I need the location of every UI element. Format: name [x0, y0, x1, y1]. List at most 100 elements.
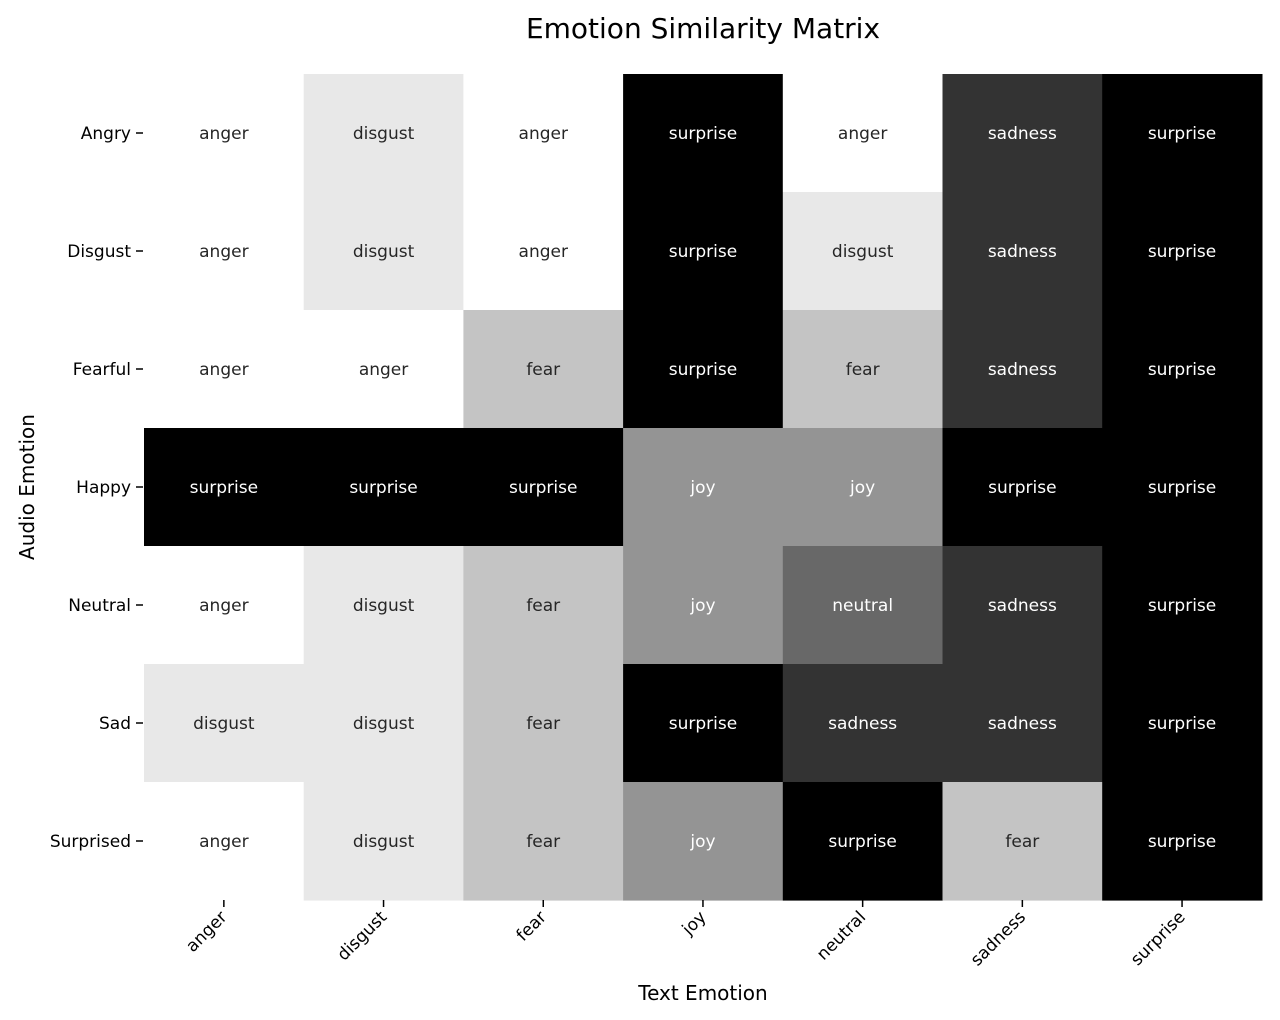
cell-label: surprise	[190, 478, 258, 498]
y-tick-label: Sad	[99, 714, 131, 734]
cell-label: surprise	[1148, 124, 1216, 144]
cell-label: sadness	[988, 242, 1057, 262]
heatmap-cell	[942, 782, 1103, 901]
heatmap-cell	[463, 546, 624, 665]
x-tick-label: surprise	[1127, 907, 1190, 970]
cell-label: surprise	[349, 478, 417, 498]
heatmap-cell	[144, 74, 305, 193]
heatmap-cell	[623, 192, 784, 311]
heatmap-cell	[782, 192, 944, 311]
cell-label: anger	[838, 124, 887, 144]
chart-title: Emotion Similarity Matrix	[526, 12, 880, 45]
cell-label: sadness	[828, 714, 897, 734]
cell-label: anger	[199, 360, 248, 380]
cell-label: surprise	[1148, 596, 1216, 616]
cell-label: anger	[519, 124, 568, 144]
cell-label: surprise	[1148, 478, 1216, 498]
cell-label: fear	[846, 360, 880, 380]
cell-label: fear	[526, 832, 560, 852]
heatmap-cell	[782, 664, 944, 783]
heatmap-cell	[623, 310, 784, 429]
cell-label: joy	[689, 478, 715, 498]
heatmap-cell	[463, 664, 624, 783]
x-tick-label: neutral	[813, 907, 870, 964]
y-tick-label: Fearful	[73, 360, 131, 380]
heatmap-cell	[303, 428, 464, 547]
heatmap-cell	[144, 428, 305, 547]
heatmap-cell	[1102, 310, 1263, 429]
heatmap-cell	[782, 310, 944, 429]
cell-label: disgust	[832, 242, 894, 262]
heatmap-cell	[942, 192, 1103, 311]
y-tick-label: Disgust	[67, 242, 131, 262]
heatmap-cell	[144, 546, 305, 665]
cell-label: surprise	[828, 832, 896, 852]
x-tick-label: anger	[182, 907, 231, 956]
heatmap-cell	[463, 74, 624, 193]
heatmap-cell	[303, 192, 464, 311]
cell-label: fear	[526, 360, 560, 380]
cell-label: surprise	[1148, 360, 1216, 380]
heatmap-cell	[144, 664, 305, 783]
heatmap-cell	[303, 546, 464, 665]
heatmap-cell	[1102, 664, 1263, 783]
cell-label: surprise	[669, 124, 737, 144]
cell-label: joy	[689, 596, 715, 616]
heatmap-cell	[1102, 782, 1263, 901]
cell-label: neutral	[832, 596, 893, 616]
y-axis-label: Audio Emotion	[15, 414, 39, 560]
cell-label: disgust	[353, 242, 415, 262]
heatmap-cell	[303, 782, 464, 901]
cell-label: anger	[199, 242, 248, 262]
heatmap-cell	[782, 782, 944, 901]
cell-label: sadness	[988, 714, 1057, 734]
cell-label: disgust	[353, 596, 415, 616]
heatmap-cell	[623, 664, 784, 783]
heatmap-cell	[942, 310, 1103, 429]
heatmap-cell	[942, 546, 1103, 665]
heatmap-cell	[144, 310, 305, 429]
y-tick-label: Happy	[76, 478, 131, 498]
cell-label: anger	[199, 124, 248, 144]
cell-label: anger	[519, 242, 568, 262]
heatmap-cell	[1102, 74, 1263, 193]
cell-label: sadness	[988, 124, 1057, 144]
cell-label: surprise	[1148, 832, 1216, 852]
heatmap-cell	[623, 782, 784, 901]
cell-label: surprise	[669, 360, 737, 380]
heatmap-cell	[144, 782, 305, 901]
heatmap-cell	[782, 428, 944, 547]
cell-label: disgust	[353, 124, 415, 144]
cell-label: surprise	[1148, 714, 1216, 734]
heatmap-cell	[782, 74, 944, 193]
cell-label: fear	[1005, 832, 1039, 852]
x-tick-label: fear	[513, 907, 551, 945]
heatmap-cell	[782, 546, 944, 665]
cell-label: fear	[526, 714, 560, 734]
heatmap-cell	[1102, 428, 1263, 547]
heatmap-cell	[303, 310, 464, 429]
cell-label: surprise	[988, 478, 1056, 498]
cell-label: anger	[199, 596, 248, 616]
cell-label: surprise	[509, 478, 577, 498]
heatmap-cell	[623, 74, 784, 193]
heatmap-cell	[942, 428, 1103, 547]
y-tick-label: Surprised	[50, 832, 131, 852]
cell-label: anger	[359, 360, 408, 380]
heatmap-cell	[144, 192, 305, 311]
cell-label: sadness	[988, 360, 1057, 380]
heatmap-cell	[623, 428, 784, 547]
x-tick-label: sadness	[967, 907, 1030, 970]
heatmap-cell	[463, 310, 624, 429]
y-tick-labels: Angry Disgust Fearful Happy Neutral Sad Surpri…	[50, 124, 143, 852]
y-tick-label: Angry	[81, 124, 131, 144]
cell-label: disgust	[353, 714, 415, 734]
cell-label: disgust	[193, 714, 255, 734]
cell-label: anger	[199, 832, 248, 852]
cell-label: joy	[689, 832, 715, 852]
x-tick-label: joy	[678, 907, 711, 940]
heatmap-cell	[303, 74, 464, 193]
cell-label: sadness	[988, 596, 1057, 616]
heatmap-cell	[303, 664, 464, 783]
